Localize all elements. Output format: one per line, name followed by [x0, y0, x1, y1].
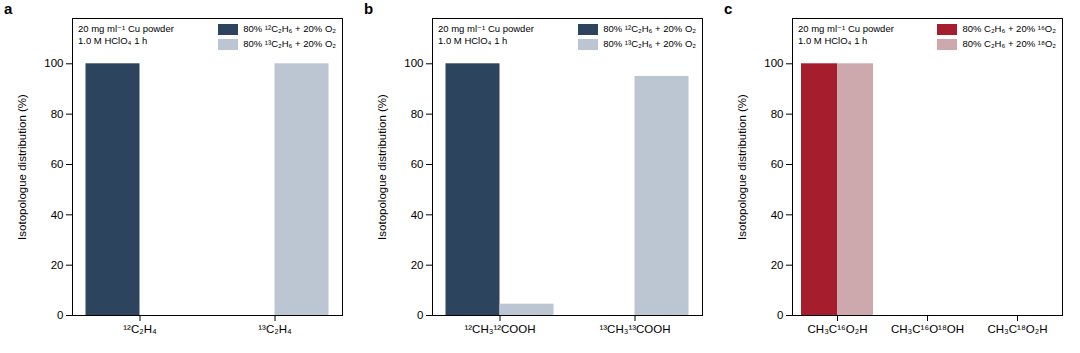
svg-text:0: 0: [57, 309, 63, 321]
html-text:1.0 M HClO₄ 1 h: 1.0 M HClO₄ 1 h: [798, 35, 868, 46]
svg-text:Isotopologue distribution (%): Isotopologue distribution (%): [736, 94, 748, 240]
html-text:80% ¹³C₂H₆ + 20% O₂: 80% ¹³C₂H₆ + 20% O₂: [243, 38, 336, 49]
html-text:20 mg ml⁻¹ Cu powder: 20 mg ml⁻¹ Cu powder: [438, 23, 534, 34]
svg-text:20: 20: [771, 259, 784, 271]
html-text:20 mg ml⁻¹ Cu powder: 20 mg ml⁻¹ Cu powder: [78, 23, 174, 34]
svg-text:Isotopologue distribution (%): Isotopologue distribution (%): [376, 94, 388, 240]
html-text:80% ¹²C₂H₆ + 20% O₂: 80% ¹²C₂H₆ + 20% O₂: [243, 23, 336, 34]
html-text:a: a: [4, 0, 13, 17]
svg-text:80: 80: [51, 108, 64, 120]
html-text:80% ¹³C₂H₆ + 20% O₂: 80% ¹³C₂H₆ + 20% O₂: [603, 38, 696, 49]
svg-text:20: 20: [51, 259, 64, 271]
html-text:b: b: [364, 0, 374, 17]
svg-text:80: 80: [411, 108, 424, 120]
svg-text:CH₃C¹⁶O₂H: CH₃C¹⁶O₂H: [808, 323, 868, 335]
svg-text:¹³C₂H₄: ¹³C₂H₄: [258, 323, 292, 335]
svg-text:40: 40: [51, 209, 64, 221]
svg-text:¹³CH₃¹³COOH: ¹³CH₃¹³COOH: [599, 323, 670, 335]
svg-text:60: 60: [771, 158, 784, 170]
svg-text:0: 0: [417, 309, 423, 321]
svg-text:CH₃C¹⁸O₂H: CH₃C¹⁸O₂H: [988, 323, 1048, 335]
svg-text:100: 100: [404, 57, 423, 69]
svg-text:40: 40: [411, 209, 424, 221]
html-text:20 mg ml⁻¹ Cu powder: 20 mg ml⁻¹ Cu powder: [798, 23, 894, 34]
svg-text:CH₃C¹⁶O¹⁸OH: CH₃C¹⁶O¹⁸OH: [891, 323, 964, 335]
html-text:80% C₂H₆ + 20% ¹⁶O₂: 80% C₂H₆ + 20% ¹⁶O₂: [962, 23, 1056, 34]
svg-text:60: 60: [411, 158, 424, 170]
svg-text:40: 40: [771, 209, 784, 221]
svg-text:¹²CH₃¹²COOH: ¹²CH₃¹²COOH: [464, 323, 535, 335]
html-text:1.0 M HClO₄ 1 h: 1.0 M HClO₄ 1 h: [438, 35, 508, 46]
svg-text:Isotopologue distribution (%): Isotopologue distribution (%): [16, 94, 28, 240]
svg-text:0: 0: [777, 309, 783, 321]
svg-text:100: 100: [764, 57, 783, 69]
html-text:1.0 M HClO₄ 1 h: 1.0 M HClO₄ 1 h: [78, 35, 148, 46]
svg-text:20: 20: [411, 259, 424, 271]
html-text:c: c: [724, 0, 733, 17]
html-text:80% ¹²C₂H₆ + 20% O₂: 80% ¹²C₂H₆ + 20% O₂: [603, 23, 696, 34]
svg-text:80: 80: [771, 108, 784, 120]
svg-text:100: 100: [44, 57, 63, 69]
svg-text:¹²C₂H₄: ¹²C₂H₄: [123, 323, 157, 335]
svg-text:60: 60: [51, 158, 64, 170]
html-text:80% C₂H₆ + 20% ¹⁸O₂: 80% C₂H₆ + 20% ¹⁸O₂: [962, 38, 1056, 49]
